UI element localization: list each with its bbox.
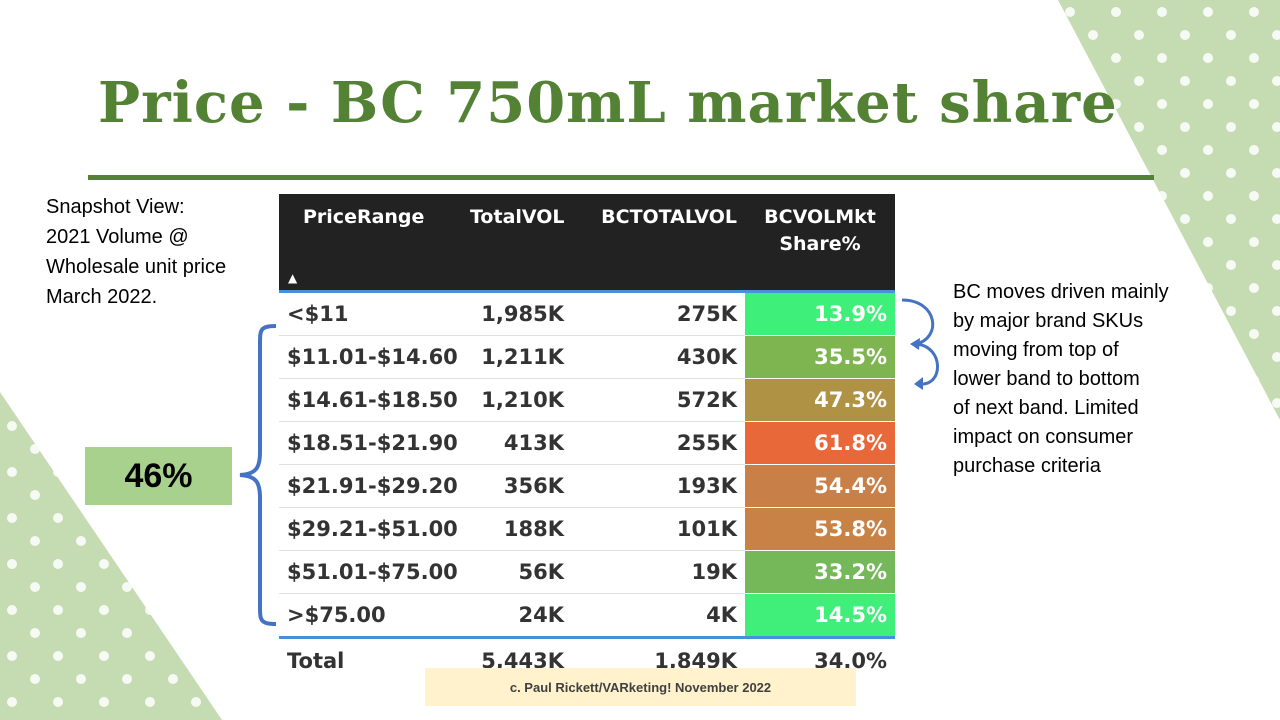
header-label: BCVOLMkt — [764, 206, 876, 228]
table-row: >$75.00 24K 4K 14.5% — [279, 593, 895, 639]
cell-price-range: >$75.00 — [279, 593, 462, 639]
cell-total-vol: 356K — [462, 464, 572, 508]
note-line: by major brand SKUs — [953, 310, 1144, 332]
cell-total-vol: 1,211K — [462, 335, 572, 379]
snapshot-line: Wholesale unit price — [46, 256, 227, 278]
cell-bc-share: 53.8% — [745, 507, 895, 551]
header-total-vol[interactable]: TotalVOL — [462, 194, 572, 293]
cell-total-vol: 413K — [462, 421, 572, 465]
commentary-note: BC moves driven mainly by major brand SK… — [953, 278, 1203, 481]
total-label: Total — [287, 649, 345, 673]
table-row: $51.01-$75.00 56K 19K 33.2% — [279, 550, 895, 594]
note-line: purchase criteria — [953, 455, 1101, 477]
snapshot-line: 2021 Volume @ — [46, 226, 189, 248]
cell-total-vol: 188K — [462, 507, 572, 551]
cell-bc-total-vol: 430K — [572, 335, 745, 379]
note-line: moving from top of — [953, 339, 1119, 361]
cell-bc-share: 33.2% — [745, 550, 895, 594]
table-row: $14.61-$18.50 1,210K 572K 47.3% — [279, 378, 895, 422]
cell-total-vol: 1,210K — [462, 378, 572, 422]
shift-arrows-icon — [901, 298, 939, 390]
note-line: of next band. Limited — [953, 397, 1139, 419]
cell-price-range: <$11 — [279, 291, 462, 336]
note-line: lower band to bottom — [953, 368, 1140, 390]
cell-price-range: $14.61-$18.50 — [279, 378, 462, 422]
table-row: $18.51-$21.90 413K 255K 61.8% — [279, 421, 895, 465]
cell-price-range: $21.91-$29.20 — [279, 464, 462, 508]
note-line: BC moves driven mainly — [953, 281, 1169, 303]
cell-bc-share: 61.8% — [745, 421, 895, 465]
cell-bc-total-vol: 275K — [572, 291, 745, 336]
bracket-percent-box: 46% — [85, 447, 232, 505]
cell-bc-total-vol: 572K — [572, 378, 745, 422]
table-row: $21.91-$29.20 356K 193K 54.4% — [279, 464, 895, 508]
cell-price-range: $51.01-$75.00 — [279, 550, 462, 594]
snapshot-line: March 2022. — [46, 286, 158, 308]
cell-bc-total-vol: 19K — [572, 550, 745, 594]
header-label: Share% — [779, 233, 861, 255]
snapshot-line: Snapshot View: — [46, 196, 185, 218]
cell-bc-share: 14.5% — [745, 593, 895, 639]
cell-bc-total-vol: 193K — [572, 464, 745, 508]
page-title: Price - BC 750mL market share — [98, 70, 1118, 136]
title-underline — [88, 175, 1154, 180]
cell-total-vol: 1,985K — [462, 291, 572, 336]
cell-price-range: $29.21-$51.00 — [279, 507, 462, 551]
cell-bc-total-vol: 4K — [572, 593, 745, 639]
header-label: PriceRange — [303, 206, 425, 228]
cell-bc-share: 35.5% — [745, 335, 895, 379]
cell-bc-share: 47.3% — [745, 378, 895, 422]
cell-bc-share: 13.9% — [745, 291, 895, 336]
snapshot-description: Snapshot View: 2021 Volume @ Wholesale u… — [46, 192, 266, 312]
cell-price-range: $18.51-$21.90 — [279, 421, 462, 465]
table-row: $29.21-$51.00 188K 101K 53.8% — [279, 507, 895, 551]
cell-total-vol: 24K — [462, 593, 572, 639]
curly-brace — [239, 324, 277, 626]
cell-bc-total-vol: 255K — [572, 421, 745, 465]
table-row: $11.01-$14.60 1,211K 430K 35.5% — [279, 335, 895, 379]
table-row: <$11 1,985K 275K 13.9% — [279, 291, 895, 336]
header-price-range[interactable]: PriceRange ▲ — [279, 194, 462, 293]
market-share-table: PriceRange ▲ TotalVOL BCTOTALVOL BCVOLMk… — [279, 194, 895, 683]
copyright-footer: c. Paul Rickett/VARketing! November 2022 — [425, 668, 856, 706]
cell-price-range: $11.01-$14.60 — [279, 335, 462, 379]
cell-total-vol: 56K — [462, 550, 572, 594]
header-bc-share[interactable]: BCVOLMkt Share% — [745, 194, 895, 293]
sort-ascending-icon[interactable]: ▲ — [288, 271, 298, 285]
table-header-row: PriceRange ▲ TotalVOL BCTOTALVOL BCVOLMk… — [279, 194, 895, 293]
cell-bc-total-vol: 101K — [572, 507, 745, 551]
cell-bc-share: 54.4% — [745, 464, 895, 508]
header-bc-total-vol[interactable]: BCTOTALVOL — [572, 194, 745, 293]
note-line: impact on consumer — [953, 426, 1134, 448]
